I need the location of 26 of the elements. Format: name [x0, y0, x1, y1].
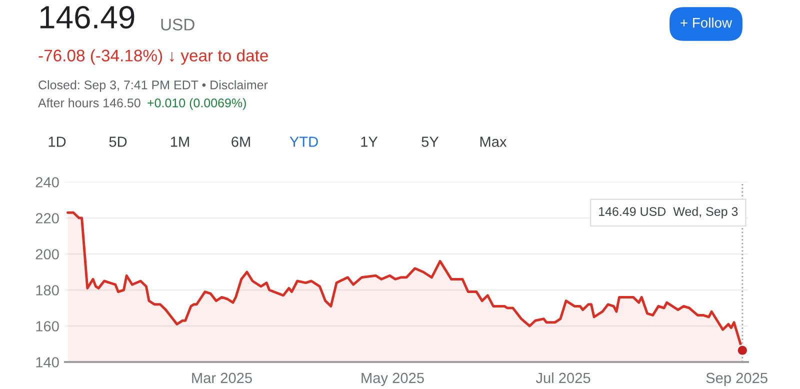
x-tick-label: Mar 2025 [192, 372, 252, 384]
text: Closed: Sep 3, 7:41 PM EDT • Disclaimer [38, 80, 268, 92]
text: 1Y [361, 136, 378, 147]
ref-line-label: 146.49 USD Wed, Sep 3 [599, 206, 738, 218]
text: +0.010 (0.0069%) [148, 98, 246, 110]
x-tick-label: Sep 2025 [706, 372, 768, 386]
y-tick-label: 160 [36, 321, 59, 332]
y-tick-label: 240 [36, 177, 59, 188]
y-tick-label: 220 [36, 213, 59, 224]
text: -76.08 (-34.18%) ↓ year to date [38, 49, 268, 65]
text: 1M [170, 136, 189, 147]
text: 5Y [422, 136, 439, 147]
text: 1D [48, 136, 66, 147]
x-tick-label: May 2025 [362, 372, 424, 386]
text: + Follow [680, 18, 732, 28]
text: Max [480, 136, 507, 147]
text: 6M [232, 136, 250, 147]
y-tick-label: 200 [36, 249, 59, 260]
x-tick-label: Jul 2025 [536, 372, 590, 384]
y-tick-label: 180 [36, 285, 59, 296]
text: 5D [109, 136, 127, 147]
text: 146.49 [40, 6, 134, 29]
text: USD [161, 18, 194, 30]
text: YTD [290, 136, 318, 147]
text: After hours 146.50 [38, 98, 140, 108]
y-tick-label: 140 [36, 357, 59, 368]
